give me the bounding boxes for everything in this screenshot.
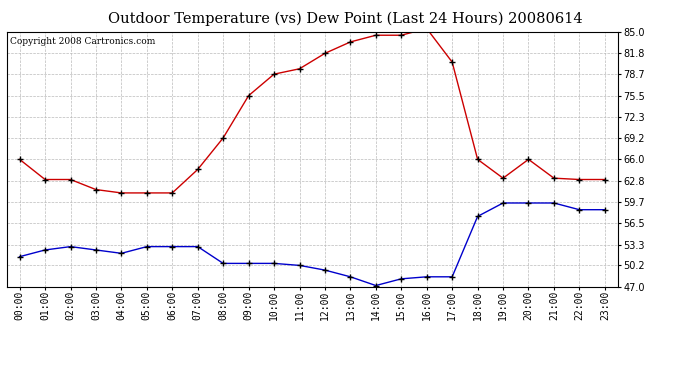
Text: Outdoor Temperature (vs) Dew Point (Last 24 Hours) 20080614: Outdoor Temperature (vs) Dew Point (Last… [108, 11, 582, 26]
Text: Copyright 2008 Cartronics.com: Copyright 2008 Cartronics.com [10, 37, 155, 46]
